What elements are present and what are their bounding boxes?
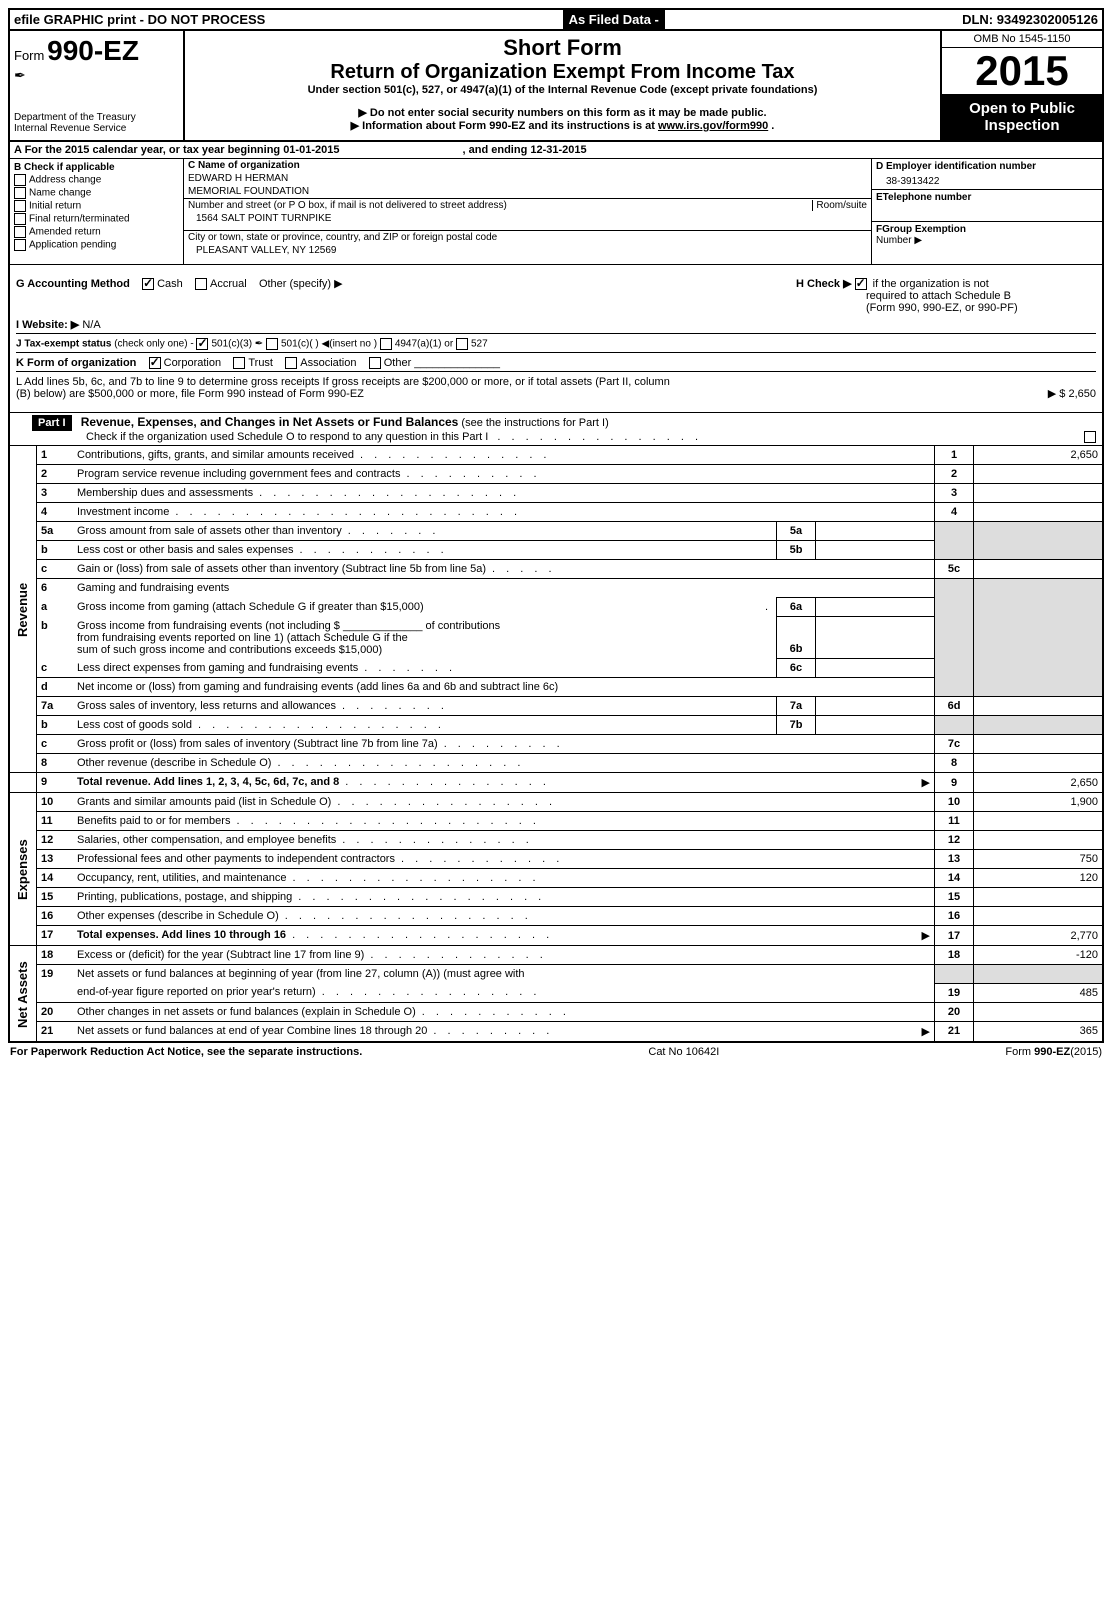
top-mid: As Filed Data -: [563, 10, 665, 29]
section-bcdef: B Check if applicable Address change Nam…: [8, 159, 1104, 265]
cb-corp[interactable]: [149, 357, 161, 369]
city-val: PLEASANT VALLEY, NY 12569: [184, 244, 871, 264]
org-name2: MEMORIAL FOUNDATION: [184, 185, 871, 199]
header: Form 990-EZ ✒ Department of the Treasury…: [8, 31, 1104, 142]
footer: For Paperwork Reduction Act Notice, see …: [8, 1043, 1104, 1061]
cb-name[interactable]: [14, 187, 26, 199]
val-18: -120: [974, 946, 1104, 965]
top-bar: efile GRAPHIC print - DO NOT PROCESS As …: [8, 8, 1104, 31]
irs-link[interactable]: www.irs.gov/form990: [658, 120, 768, 132]
title-main: Return of Organization Exempt From Incom…: [191, 61, 934, 84]
form-number: 990-EZ: [47, 35, 139, 66]
row-a-begin: A For the 2015 calendar year, or tax yea…: [14, 144, 339, 156]
cb-4947[interactable]: [380, 338, 392, 350]
cb-cash[interactable]: [142, 278, 154, 290]
cb-accrual[interactable]: [195, 278, 207, 290]
val-10: 1,900: [974, 793, 1104, 812]
h-label: H Check ▶: [796, 278, 852, 290]
dln: DLN: 93492302005126: [958, 10, 1102, 29]
k-label: K Form of organization: [16, 357, 136, 369]
title-short: Short Form: [191, 35, 934, 61]
side-expenses: Expenses: [9, 793, 37, 946]
part1-title: Revenue, Expenses, and Changes in Net As…: [81, 415, 459, 429]
org-name1: EDWARD H HERMAN: [184, 172, 871, 185]
room-head: Room/suite: [812, 200, 867, 211]
col-d: D Employer identification number 38-3913…: [872, 159, 1102, 264]
val-13: 750: [974, 850, 1104, 869]
ein-val: 38-3913422: [872, 174, 1102, 190]
note-ssn: ▶ Do not enter social security numbers o…: [191, 106, 934, 119]
tax-year: 2015: [942, 48, 1102, 94]
val-21: 365: [974, 1021, 1104, 1042]
row-a-end: , and ending 12-31-2015: [463, 144, 587, 156]
cb-scho[interactable]: [1084, 431, 1096, 443]
omb-number: OMB No 1545-1150: [942, 31, 1102, 48]
cb-amended[interactable]: [14, 226, 26, 238]
cb-501c3[interactable]: [196, 338, 208, 350]
form-prefix: Form: [14, 48, 44, 63]
val-17: 2,770: [974, 926, 1104, 946]
top-left: efile GRAPHIC print - DO NOT PROCESS: [10, 10, 269, 29]
street-head: Number and street (or P O box, if mail i…: [188, 200, 812, 211]
row-a: A For the 2015 calendar year, or tax yea…: [8, 142, 1104, 159]
val-14: 120: [974, 869, 1104, 888]
part1-check: Check if the organization used Schedule …: [86, 431, 488, 443]
website-val: N/A: [82, 319, 100, 331]
dept-irs: Internal Revenue Service: [14, 123, 179, 134]
cb-trust[interactable]: [233, 357, 245, 369]
b-head: B Check if applicable: [14, 162, 115, 173]
col-c: C Name of organization EDWARD H HERMAN M…: [184, 159, 872, 264]
c-head: C Name of organization: [184, 159, 871, 172]
f-group1: FGroup Exemption: [876, 224, 966, 235]
e-phone: ETelephone number: [872, 190, 1102, 222]
d-head: D Employer identification number: [872, 159, 1102, 174]
val-1: 2,650: [974, 446, 1104, 465]
cb-other[interactable]: [369, 357, 381, 369]
side-netassets: Net Assets: [9, 946, 37, 1042]
i-label: I Website: ▶: [16, 319, 79, 331]
gross-receipts: ▶ $ 2,650: [1048, 387, 1096, 400]
g-other: Other (specify) ▶: [259, 278, 343, 290]
note-info-pre: ▶ Information about Form 990-EZ and its …: [351, 120, 658, 132]
footer-form: Form 990-EZ(2015): [1005, 1046, 1102, 1058]
col-b: B Check if applicable Address change Nam…: [10, 159, 184, 264]
cb-schedb[interactable]: [855, 278, 867, 290]
part1-label: Part I: [32, 415, 72, 431]
cb-final[interactable]: [14, 213, 26, 225]
form-box: Form 990-EZ ✒ Department of the Treasury…: [10, 31, 185, 140]
f-group2: Number ▶: [876, 235, 922, 246]
title-sub: Under section 501(c), 527, or 4947(a)(1)…: [191, 84, 934, 96]
dept-treasury: Department of the Treasury: [14, 112, 179, 123]
cb-address[interactable]: [14, 174, 26, 186]
footer-catno: Cat No 10642I: [648, 1046, 719, 1058]
j-label: J Tax-exempt status: [16, 339, 111, 350]
city-head: City or town, state or province, country…: [184, 231, 871, 244]
note-info-post: .: [771, 120, 774, 132]
g-label: G Accounting Method: [16, 278, 130, 290]
street-val: 1564 SALT POINT TURNPIKE: [184, 212, 871, 231]
val-9: 2,650: [974, 773, 1104, 793]
part1-header: Part I Revenue, Expenses, and Changes in…: [8, 412, 1104, 445]
year-box: OMB No 1545-1150 2015 Open to Public Ins…: [942, 31, 1102, 140]
inspection: Inspection: [944, 117, 1100, 134]
open-public: Open to Public: [944, 100, 1100, 117]
l-text1: L Add lines 5b, 6c, and 7b to line 9 to …: [16, 376, 670, 388]
footer-paperwork: For Paperwork Reduction Act Notice, see …: [10, 1046, 362, 1058]
section-mid: G Accounting Method Cash Accrual Other (…: [8, 265, 1104, 412]
title-box: Short Form Return of Organization Exempt…: [185, 31, 942, 140]
cb-assoc[interactable]: [285, 357, 297, 369]
l-text2: (B) below) are $500,000 or more, file Fo…: [16, 388, 670, 400]
cb-527[interactable]: [456, 338, 468, 350]
cb-initial[interactable]: [14, 200, 26, 212]
side-revenue: Revenue: [9, 446, 37, 773]
cb-pending[interactable]: [14, 239, 26, 251]
val-19: 485: [974, 983, 1104, 1002]
lines-table: Revenue 1 Contributions, gifts, grants, …: [8, 445, 1104, 1043]
cb-501c[interactable]: [266, 338, 278, 350]
